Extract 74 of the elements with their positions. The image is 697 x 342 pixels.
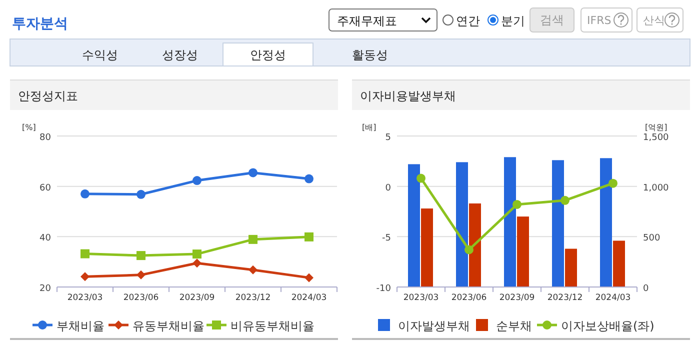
y-tick-label: 40 xyxy=(40,234,52,244)
bar xyxy=(421,208,433,287)
y-axis-title: [배] xyxy=(362,123,376,132)
point xyxy=(192,250,202,259)
point xyxy=(248,265,258,274)
legend-label: 이자발생부채 xyxy=(398,319,470,333)
y2-axis-title: [억원] xyxy=(645,123,668,132)
bar xyxy=(504,157,516,287)
x-tick-label: 2023/03 xyxy=(67,293,103,303)
y-tick-label: -10 xyxy=(376,284,392,294)
text: 성장성 xyxy=(162,48,198,62)
point xyxy=(248,168,258,178)
bar xyxy=(456,162,468,287)
y-tick-label: 80 xyxy=(40,133,52,143)
x-tick-label: 2024/03 xyxy=(291,293,327,303)
point xyxy=(304,174,314,184)
legend-label: 부채비율 xyxy=(56,319,104,333)
x-tick-label: 2023/06 xyxy=(123,293,159,303)
point xyxy=(512,200,522,209)
text: 투자분석 xyxy=(12,16,68,32)
bar xyxy=(600,158,612,287)
text: 안정성 xyxy=(250,48,286,62)
legend-label: 순부채 xyxy=(496,319,532,333)
x-tick-label: 2023/09 xyxy=(179,293,215,303)
text: 검색 xyxy=(540,13,564,27)
x-tick-label: 2023/06 xyxy=(451,293,487,303)
bar xyxy=(565,248,577,287)
y2-tick-label: 0 xyxy=(643,284,649,294)
bar xyxy=(552,160,564,287)
text: IFRS xyxy=(587,14,612,27)
x-tick-label: 2024/03 xyxy=(595,293,631,303)
y-axis-title: [%] xyxy=(22,123,36,132)
point xyxy=(304,232,314,242)
point xyxy=(464,245,474,254)
point xyxy=(136,190,146,199)
point xyxy=(80,249,90,258)
x-tick-label: 2023/03 xyxy=(403,293,439,303)
y-tick-label: 60 xyxy=(40,183,52,194)
point xyxy=(192,176,202,186)
point xyxy=(608,178,618,188)
text: 연간 xyxy=(456,14,480,28)
x-tick-label: 2023/12 xyxy=(235,293,271,303)
legend-label: 유동부채비율 xyxy=(132,319,204,333)
text: 분기 xyxy=(501,14,525,28)
point xyxy=(136,270,146,280)
legend-label: 비유동부채비율 xyxy=(230,319,314,333)
point xyxy=(248,234,258,244)
text: 산식 xyxy=(643,14,665,27)
x-tick-label: 2023/09 xyxy=(499,293,535,303)
point xyxy=(80,272,90,282)
point xyxy=(136,251,146,260)
point xyxy=(304,273,314,282)
y2-tick-label: 1,500 xyxy=(643,133,670,143)
y-tick-label: -5 xyxy=(382,234,391,244)
point xyxy=(80,189,90,198)
bar xyxy=(517,216,529,287)
y-tick-label: 0 xyxy=(385,183,392,194)
chart-title: 안정성지표 xyxy=(18,89,78,103)
x-tick-label: 2023/12 xyxy=(547,293,583,303)
point xyxy=(560,196,570,205)
y-tick-label: 5 xyxy=(385,133,391,143)
bar xyxy=(613,240,625,287)
text: 활동성 xyxy=(352,48,388,62)
y2-tick-label: 500 xyxy=(643,234,660,244)
text: 주재무제표 xyxy=(337,14,397,28)
point xyxy=(192,258,202,268)
bar xyxy=(408,164,420,287)
point xyxy=(416,174,426,183)
bar xyxy=(469,203,481,287)
text: 수익성 xyxy=(82,48,118,62)
y-tick-label: 20 xyxy=(40,284,52,294)
y2-tick-label: 1,000 xyxy=(643,183,670,194)
chart-title: 이자비용발생부채 xyxy=(360,89,456,103)
legend-label: 이자보상배율(좌) xyxy=(561,319,654,333)
